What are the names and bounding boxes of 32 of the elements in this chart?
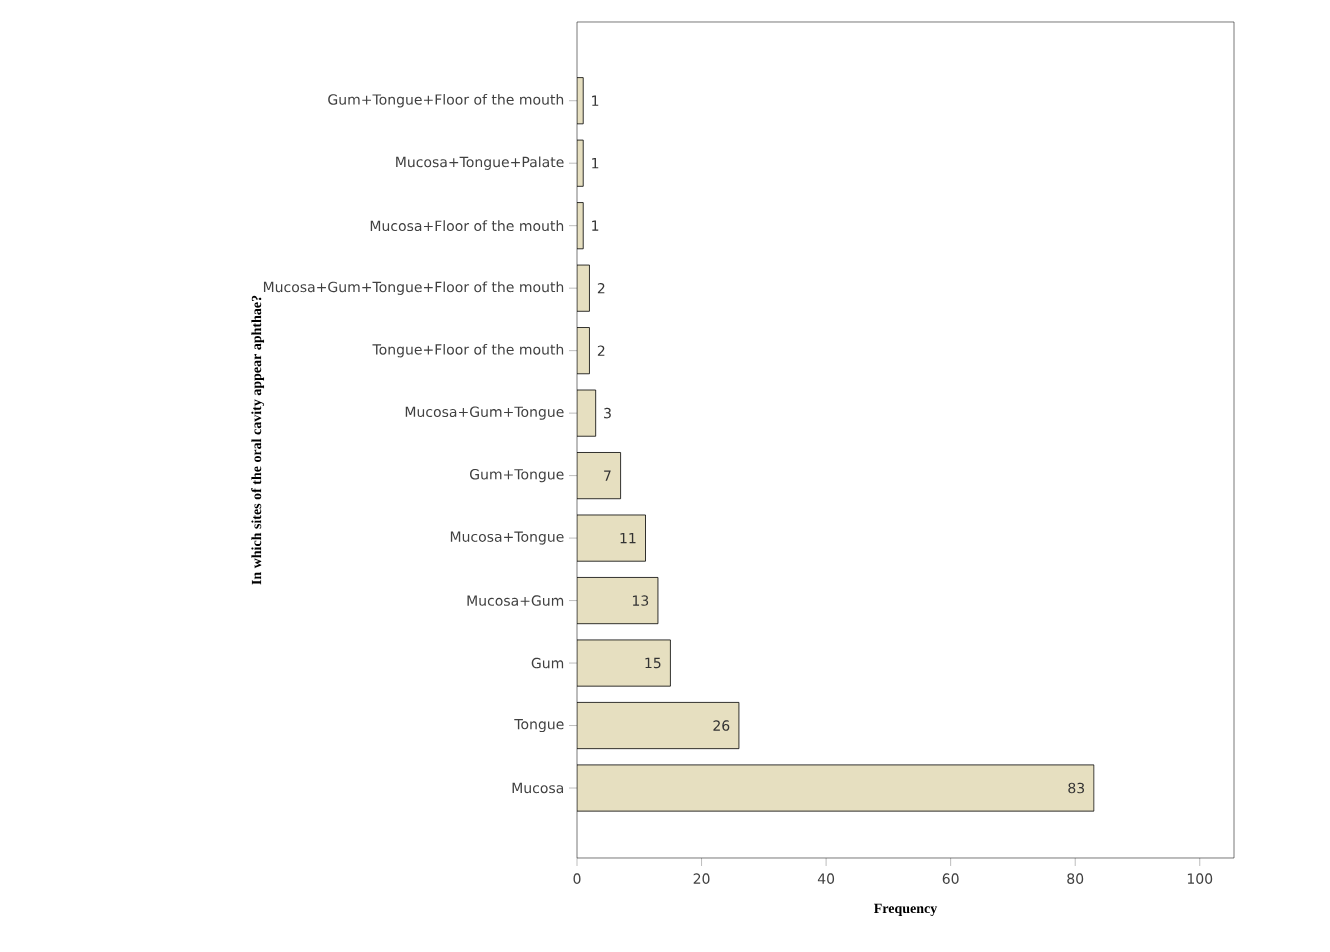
y-tick-label: Mucosa+Tongue+Palate [396, 156, 564, 170]
y-tick-label: Mucosa+Gum+Tongue+Floor of the mouth [263, 281, 564, 295]
x-tick-label: 80 [1067, 873, 1084, 884]
data-label: 13 [632, 595, 649, 606]
x-axis-title: Frequency [873, 903, 938, 916]
data-label: 3 [604, 407, 611, 419]
y-tick-label: Mucosa+Gum [467, 595, 564, 606]
data-label: 26 [713, 720, 730, 731]
y-axis-title: In which sites of the oral cavity appear aphthae? [251, 295, 265, 585]
data-label: 1 [592, 95, 599, 106]
data-label: 7 [604, 470, 611, 481]
x-tick-label: 60 [942, 873, 959, 884]
x-tick-label: 0 [573, 873, 581, 884]
data-label: 11 [620, 532, 636, 544]
data-label: 1 [592, 220, 599, 231]
y-tick-label: Gum [531, 657, 564, 669]
x-tick-label: 100 [1187, 873, 1213, 884]
y-tick-label: Gum+Tongue+Floor of the mouth [328, 93, 564, 108]
data-label: 2 [597, 282, 605, 294]
y-tick-label: Mucosa+Gum+Tongue [405, 406, 564, 420]
data-label: 1 [592, 158, 599, 169]
x-tick-label: 40 [817, 873, 835, 884]
data-label: 2 [597, 345, 605, 356]
y-tick-label: Tongue+Floor of the mouth [372, 343, 564, 358]
y-tick-label: Tongue [514, 718, 564, 733]
x-tick-label: 20 [693, 873, 710, 884]
data-label: 83 [1068, 782, 1085, 794]
y-tick-label: Gum+Tongue [470, 468, 564, 483]
y-tick-label: Mucosa+Floor of the mouth [370, 220, 564, 232]
data-label: 15 [645, 657, 661, 669]
y-tick-label: Mucosa [512, 782, 564, 794]
y-tick-label: Mucosa+Tongue [450, 531, 564, 545]
